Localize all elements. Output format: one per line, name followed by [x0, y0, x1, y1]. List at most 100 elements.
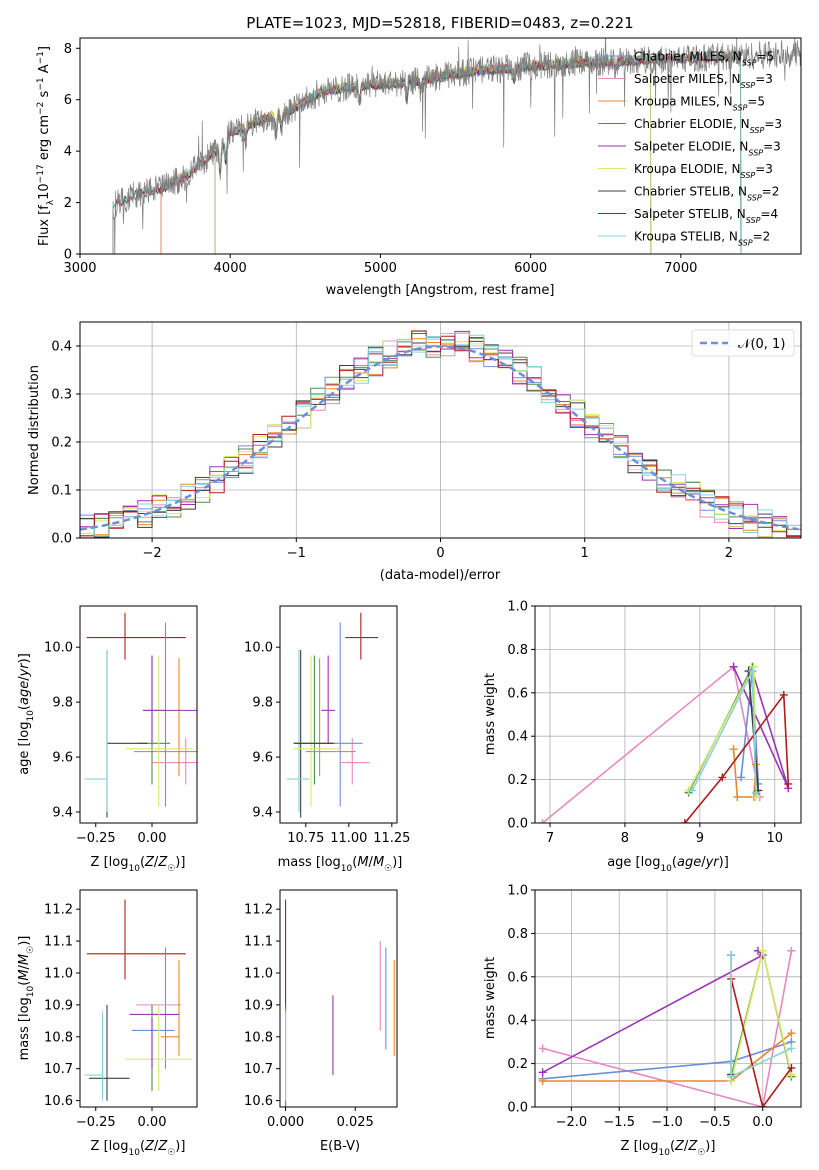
- weight-marker: [787, 1063, 796, 1072]
- xlabel-age: age [log10(age/yr)]: [607, 855, 729, 874]
- y-tick-label: 9.8: [52, 696, 73, 711]
- ylabel-mass: mass [log10(M/M☉)]: [17, 936, 36, 1061]
- mass-vs-metallicity-panel: −0.25 0.00 10.6 10.7 10.8 10.9 11.0 11.1 11.2 Z […: [17, 889, 198, 1158]
- panel-frame: [279, 889, 398, 1108]
- panel-frame: [79, 889, 198, 1108]
- xlabel-metallicity: Z [log10(Z/Z☉)]: [91, 1139, 186, 1158]
- weight-marker: [758, 946, 767, 955]
- y-tick-label: 10.7: [244, 1062, 273, 1077]
- y-tick-label: 10.9: [44, 998, 73, 1013]
- x-tick-label: 0.00: [138, 1115, 167, 1130]
- y-tick-label: 11.2: [44, 903, 73, 918]
- weight-marker: [538, 1076, 547, 1085]
- x-tick-label: 0.025: [337, 1115, 374, 1130]
- weight-line: [732, 749, 757, 798]
- x-tick-label: 10: [767, 831, 784, 846]
- x-tick-label: −0.25: [76, 831, 116, 846]
- plot-area: [285, 899, 395, 1107]
- weight-marker: [538, 1044, 547, 1053]
- x-tick-label: −2.0: [556, 1115, 588, 1130]
- plot-area: [538, 946, 796, 1107]
- weight-marker: [538, 819, 547, 823]
- x-tick-label: 10.75: [287, 831, 324, 846]
- y-tick-label: 10.0: [44, 641, 73, 656]
- residuals-panel: −2 −1 0 1 2 0.0 0.1 0.2 0.3 0.4 (data-model)/err…: [27, 321, 802, 583]
- plot-area: [84, 899, 193, 1101]
- y-tick-label: 9.6: [52, 751, 73, 766]
- residual-histogram: [80, 332, 801, 537]
- weight-marker: [680, 819, 689, 823]
- spectrum-legend: Chabrier MILES, NSSP=5 Salpeter MILES, NS…: [598, 50, 782, 248]
- weight-marker: [733, 792, 742, 801]
- legend-label: Kroupa STELIB, NSSP=2: [634, 230, 770, 248]
- y-tick-label: 0.1: [51, 484, 72, 499]
- spectrum-x-ticks: 3000 4000 5000 6000 7000: [63, 254, 697, 276]
- weight-marker: [727, 951, 736, 960]
- plot-area: [84, 612, 197, 818]
- xlabel-metallicity: Z [log10(Z/Z☉)]: [621, 1139, 716, 1158]
- weight-line: [684, 692, 790, 823]
- spectrum-data-line: [112, 38, 801, 254]
- y-tick-label: 2: [64, 196, 72, 211]
- weight-marker: [729, 745, 738, 754]
- ylabel-mass-weight: mass weight: [483, 957, 498, 1039]
- residuals-ylabel: Normed distribution: [27, 365, 42, 495]
- x-tick-label: 0.000: [267, 1115, 304, 1130]
- panel-frame: [534, 605, 802, 824]
- x-tick-label: 6000: [514, 261, 547, 276]
- y-tick-label: 1.0: [507, 884, 528, 899]
- ylabel-mass-weight: mass weight: [483, 673, 498, 755]
- legend-label: Chabrier STELIB, NSSP=2: [634, 185, 779, 203]
- x-tick-label: 9: [696, 831, 704, 846]
- x-tick-label: −0.5: [699, 1115, 731, 1130]
- ylabel-age: age [log10(age/yr)]: [17, 653, 36, 775]
- weight-line: [541, 665, 761, 823]
- xlabel-metallicity: Z [log10(Z/Z☉)]: [91, 855, 186, 874]
- spectrum-title: PLATE=1023, MJD=52818, FIBERID=0483, z=0…: [246, 14, 633, 32]
- y-tick-label: 11.2: [244, 903, 273, 918]
- y-tick-label: 10.7: [44, 1062, 73, 1077]
- x-tick-label: 0: [436, 546, 444, 561]
- residuals-plot-area: [80, 330, 801, 538]
- mass-vs-ebv-panel: 0.000 0.025 10.6 10.7 10.8 10.9 11.0 11.1 11.2 E(…: [244, 889, 398, 1154]
- x-tick-label: 5000: [364, 261, 397, 276]
- spectrum-plot-area: [112, 38, 801, 254]
- x-tick-label: −1.0: [651, 1115, 683, 1130]
- legend-label: Salpeter ELODIE, NSSP=3: [634, 140, 781, 158]
- x-tick-label: 11.00: [330, 831, 367, 846]
- y-tick-label: 9.4: [52, 806, 73, 821]
- weight-marker: [538, 1068, 547, 1077]
- legend-normal-label: 𝒩(0, 1): [738, 337, 785, 352]
- y-tick-label: 6: [64, 93, 72, 108]
- y-tick-label: 11.0: [44, 966, 73, 981]
- spectrum-y-ticks: 0 2 4 6 8: [64, 42, 80, 263]
- x-tick-label: 11.25: [373, 831, 410, 846]
- y-tick-label: 0: [64, 248, 72, 263]
- weight-marker: [749, 662, 758, 671]
- legend-label: Salpeter STELIB, NSSP=4: [634, 207, 778, 225]
- x-tick-label: 0.0: [752, 1115, 773, 1130]
- x-tick-label: 8: [621, 831, 629, 846]
- y-tick-label: 0.0: [51, 532, 72, 547]
- x-tick-label: 7000: [664, 261, 697, 276]
- y-tick-label: 9.4: [252, 806, 273, 821]
- x-tick-label: 7: [546, 831, 554, 846]
- y-tick-label: 10.6: [44, 1094, 73, 1109]
- residuals-legend: 𝒩(0, 1): [691, 329, 795, 357]
- weight-vs-metallicity-panel: −2.0 −1.5 −1.0 −0.5 0.0 0.0 0.2 0.4 0.6 0.8 1.0 Z […: [483, 884, 802, 1158]
- y-tick-label: 0.2: [507, 773, 528, 788]
- x-tick-label: 0.00: [138, 831, 167, 846]
- y-tick-label: 10.6: [244, 1094, 273, 1109]
- weight-marker: [727, 1072, 736, 1081]
- panel-frame: [534, 889, 802, 1108]
- spectrum-ylabel: Flux [fλ10−17 erg cm−2 s−1 A−1]: [36, 46, 56, 246]
- x-tick-label: 2: [725, 546, 733, 561]
- y-tick-label: 0.4: [507, 730, 528, 745]
- y-tick-label: 0.6: [507, 970, 528, 985]
- y-tick-label: 11.0: [244, 966, 273, 981]
- weight-marker: [752, 788, 761, 797]
- weight-marker: [779, 690, 788, 699]
- y-tick-label: 10.9: [244, 998, 273, 1013]
- x-tick-label: −1: [287, 546, 306, 561]
- legend-label: Salpeter MILES, NSSP=3: [634, 72, 773, 90]
